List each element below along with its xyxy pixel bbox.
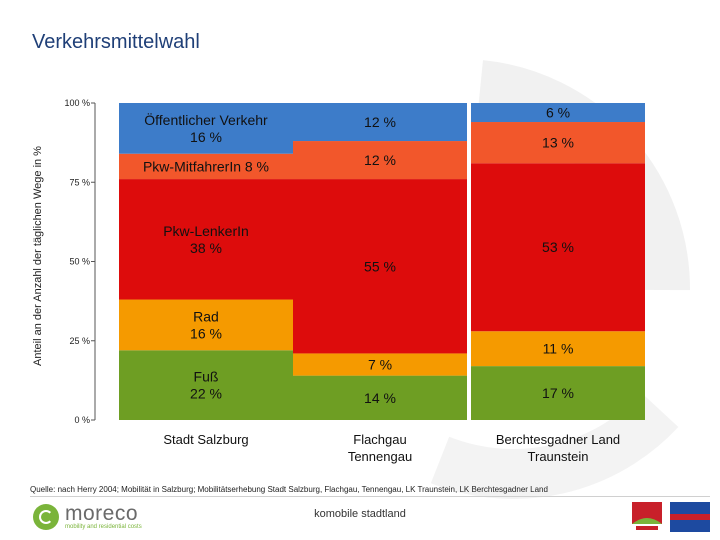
category-label: Flachgau	[353, 432, 406, 447]
bar-segment-rad-2	[293, 353, 467, 376]
bar-segment-pkw-lenkerin-3	[471, 163, 645, 332]
bar-segment-pkw-lenkerin-2	[293, 179, 467, 354]
page-title: Verkehrsmittelwahl	[32, 31, 200, 53]
y-tick-label: 50 %	[69, 257, 90, 267]
data-label: 7 %	[368, 357, 392, 373]
data-label: 17 %	[542, 385, 574, 401]
category-label: Berchtesgadner Land	[496, 432, 620, 447]
bar-segment-rad-1	[119, 299, 293, 351]
data-label: 13 %	[542, 135, 574, 151]
data-label: 53 %	[542, 239, 574, 255]
logo-name: moreco	[65, 502, 139, 525]
bar-segment-pkw-mitfahrerin-1	[119, 153, 293, 180]
y-tick-label: 25 %	[69, 336, 90, 346]
footer-divider	[30, 496, 710, 497]
bar-segment-rad-3	[471, 331, 645, 367]
source-note: Quelle: nach Herry 2004; Mobilität in Sa…	[30, 485, 548, 494]
bar-segment-pkw-mitfahrerin-3	[471, 122, 645, 164]
bar-segment-fuss-1	[119, 350, 293, 420]
footer-website: komobile stadtland	[314, 508, 406, 520]
data-label: 12 %	[364, 152, 396, 168]
data-label: Pkw-LenkerIn	[163, 223, 249, 239]
data-label: 16 %	[190, 325, 222, 341]
data-label: Fuß	[194, 369, 219, 385]
moreco-logo-icon	[33, 504, 59, 530]
data-label: 55 %	[364, 258, 396, 274]
bar-segment-pkw-mitfahrerin-2	[293, 141, 467, 180]
bar-segment-fuss-3	[471, 366, 645, 420]
bar-segment-oeffentlicher-verkehr-2	[293, 103, 467, 142]
data-label: Rad	[193, 308, 219, 324]
moreco-logo: moreco mobility and residential costs	[33, 502, 153, 534]
category-label: Stadt Salzburg	[163, 432, 248, 447]
data-label: 16 %	[190, 129, 222, 145]
y-tick-label: 0 %	[74, 415, 90, 425]
y-tick-label: 75 %	[69, 177, 90, 187]
bar-segment-fuss-2	[293, 375, 467, 420]
data-label: 22 %	[190, 386, 222, 402]
y-tick-label: 100 %	[64, 98, 90, 108]
category-label: Tennengau	[348, 449, 412, 464]
data-label: 12 %	[364, 114, 396, 130]
data-label: 38 %	[190, 240, 222, 256]
data-label: 11 %	[543, 341, 574, 357]
eu-flag-icon	[670, 502, 710, 532]
data-label: 6 %	[546, 105, 570, 121]
logo-tagline: mobility and residential costs	[65, 524, 142, 530]
bar-segment-oeffentlicher-verkehr-1	[119, 103, 293, 154]
data-label: Pkw-MitfahrerIn 8 %	[143, 158, 269, 174]
partner-logo-icon	[632, 502, 662, 530]
data-label: 14 %	[364, 390, 396, 406]
category-label: Traunstein	[528, 449, 589, 464]
data-label: Öffentlicher Verkehr	[144, 111, 268, 128]
bar-segment-pkw-lenkerin-1	[119, 179, 293, 300]
bar-segment-oeffentlicher-verkehr-3	[471, 103, 645, 123]
